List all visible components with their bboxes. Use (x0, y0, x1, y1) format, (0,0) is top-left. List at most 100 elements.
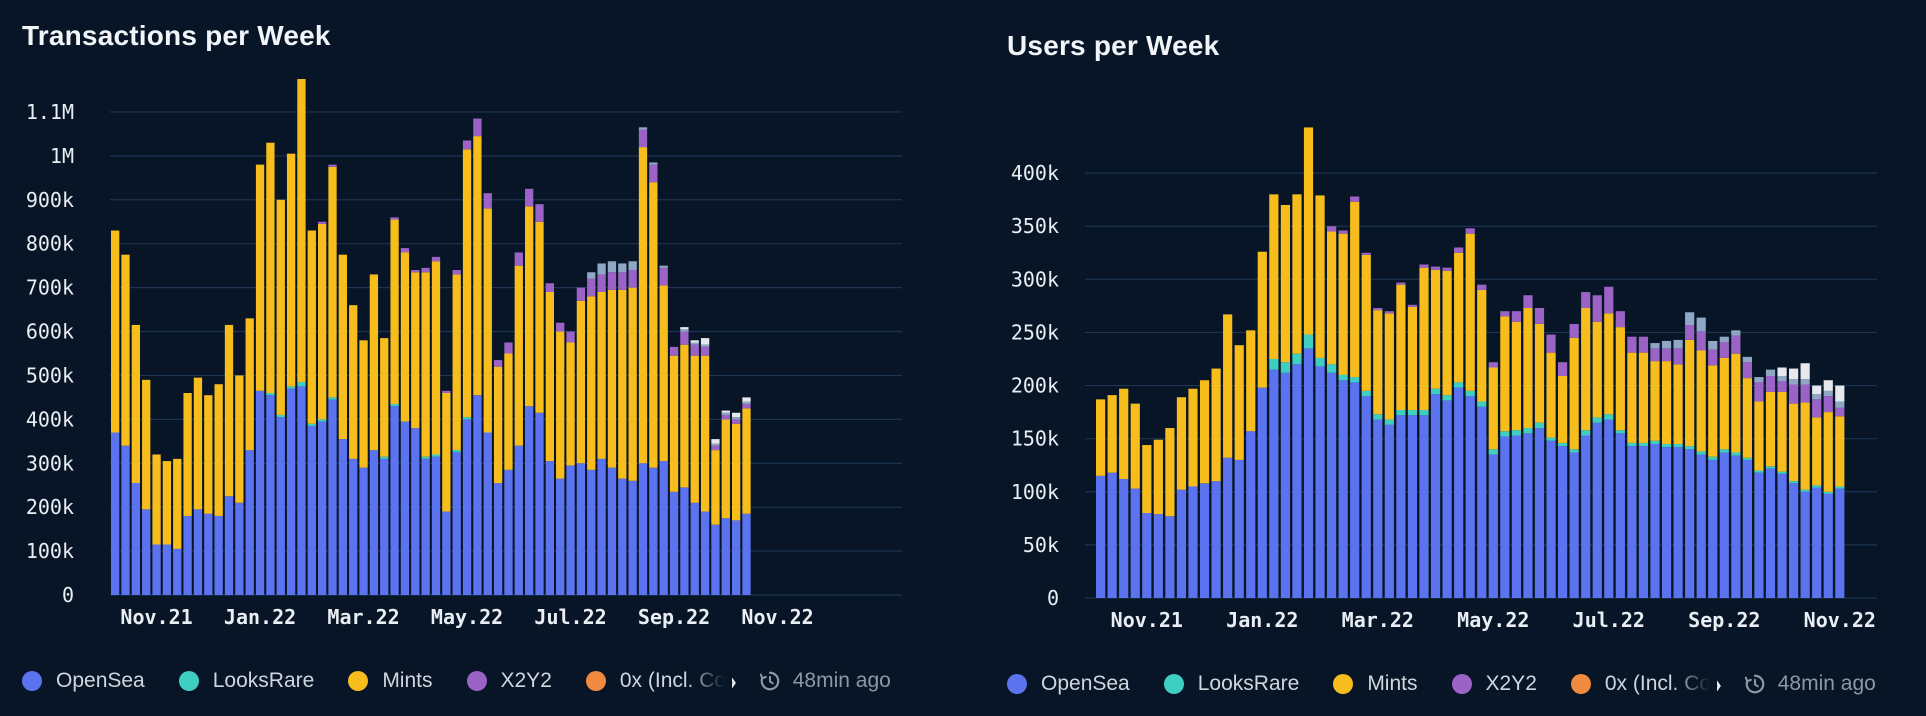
y-tick-label: 150k (1011, 427, 1059, 451)
x-tick-label: May.22 (431, 605, 503, 629)
bar-segment-x2y2 (1419, 264, 1429, 268)
bar-segment-mints (669, 355, 679, 492)
bar-segment-other (1708, 340, 1718, 350)
bar-segment-mints (1488, 367, 1498, 450)
bar-segment-mints (1361, 254, 1371, 391)
legend-item-0x[interactable]: 0x (Incl. Co (1570, 668, 1718, 706)
legend-item-opensea[interactable]: OpenSea (1007, 672, 1130, 696)
bar-segment-mints (597, 292, 606, 459)
bar-segment-x2y2 (1546, 334, 1556, 353)
legend-item-x2y2[interactable]: X2Y2 (466, 669, 552, 693)
legend-dot (1451, 674, 1472, 694)
refresh-clock-icon (1744, 674, 1765, 694)
legend-item-0x[interactable]: 0x (Incl. Co (585, 665, 733, 703)
bar-segment-mints (473, 136, 482, 396)
legend-item-looksrare[interactable]: LooksRare (1163, 672, 1299, 696)
legend-item-mints[interactable]: Mints (1333, 672, 1418, 696)
bar-segment-opensea (1615, 433, 1625, 598)
x-tick-label: Jan.22 (1226, 608, 1298, 632)
bar-segment-opensea (1534, 428, 1545, 598)
bar-segment-opensea (142, 509, 151, 595)
bar-segment-other (1731, 330, 1741, 336)
y-tick-label: 50k (1023, 533, 1059, 557)
legend-item-mints[interactable]: Mints (348, 669, 433, 693)
bar-segment-opensea (1361, 396, 1371, 598)
bar-segment-mints (1835, 416, 1845, 487)
bar-segment-mints (700, 355, 710, 512)
legend-label: X2Y2 (1485, 672, 1537, 695)
bar-segment-mints (618, 289, 627, 479)
bar-segment-other (1812, 394, 1822, 400)
bar-segment-other (618, 263, 627, 273)
bar-segment-x2y2 (473, 118, 482, 137)
bar-segment-mints (1592, 321, 1602, 418)
x-tick-label: Jan.22 (224, 605, 296, 629)
legend-dot (22, 671, 42, 691)
bar-segment-opensea (1500, 436, 1510, 598)
bar-segment-looksrare (431, 454, 441, 457)
bar-segment-other (1696, 317, 1706, 332)
y-tick-label: 100k (1011, 480, 1059, 504)
legend-item-looksrare[interactable]: LooksRare (178, 669, 315, 693)
bar-segment-opensea (1280, 372, 1290, 598)
bar-segment-mints (1442, 270, 1452, 396)
bar-segment-other (1742, 356, 1752, 363)
bar-segment-opensea (111, 432, 120, 595)
legend-label: LooksRare (212, 669, 315, 692)
bar-segment-looksrare (1327, 364, 1337, 373)
bar-segment-opensea (369, 450, 379, 595)
bar-segment-mints (1546, 352, 1556, 438)
bar-segment-mints (1269, 194, 1279, 359)
bar-segment-mints (245, 318, 254, 451)
bar-segment-other-2 (1800, 363, 1810, 380)
y-tick-label: 500k (26, 363, 74, 387)
bar-segment-other (1765, 369, 1776, 376)
chart-legend: OpenSea LooksRare Mints X2Y2 0x (Incl. C… (1007, 668, 1876, 706)
bar-segment-opensea (1696, 454, 1706, 598)
bar-segment-looksrare (421, 456, 430, 459)
bar-segment-mints (1130, 403, 1140, 489)
bar-segment-opensea (1650, 443, 1660, 598)
legend-dot (1333, 674, 1354, 694)
bar-segment-mints (318, 223, 327, 420)
bar-segment-opensea (1546, 440, 1556, 598)
bar-segment-looksrare (1361, 390, 1371, 397)
chevron-right-icon[interactable]: › (728, 665, 737, 696)
bar-segment-x2y2 (1373, 308, 1383, 311)
chevron-right-icon[interactable]: › (1713, 668, 1722, 699)
bar-segment-looksrare (1708, 456, 1718, 460)
bar-segment-x2y2 (1465, 228, 1475, 234)
bar-segment-opensea (1685, 449, 1695, 598)
legend-item-opensea[interactable]: OpenSea (22, 669, 145, 693)
y-tick-label: 1.1M (26, 100, 74, 124)
bar-segment-x2y2 (700, 346, 710, 356)
legend-item-x2y2[interactable]: X2Y2 (1451, 672, 1537, 696)
bar-segment-x2y2 (411, 270, 420, 273)
bar-segment-opensea (1454, 387, 1464, 598)
bar-segment-opensea (431, 456, 441, 595)
bar-segment-x2y2 (1327, 226, 1337, 232)
bar-segment-looksrare (1604, 414, 1614, 420)
bar-segment-opensea (421, 458, 430, 595)
bar-segment-looksrare (1800, 489, 1810, 492)
transactions-chart: 0 100k 200k 300k 400k 500k 600k 700k 800k 900k 1M 1… (26, 79, 902, 629)
bar-segment-opensea (131, 483, 140, 595)
bar-segment-mints (1246, 330, 1256, 432)
bar-segment-opensea (462, 419, 472, 595)
bar-segment-x2y2 (452, 270, 461, 275)
bar-segment-x2y2 (504, 342, 513, 354)
bar-segment-x2y2 (1569, 323, 1579, 338)
bar-segment-mints (1650, 361, 1660, 441)
bar-segment-opensea (1384, 424, 1394, 598)
bar-segment-x2y2 (1581, 292, 1591, 309)
bar-segment-looksrare (328, 397, 337, 400)
bar-segment-mints (462, 149, 472, 418)
bar-segment-looksrare (1511, 430, 1521, 436)
bar-segment-looksrare (1789, 481, 1799, 484)
bar-segment-mints (1789, 403, 1799, 482)
bar-segment-opensea (732, 520, 741, 595)
bar-segment-opensea (504, 469, 513, 595)
bar-segment-opensea (1142, 513, 1152, 598)
bar-segment-other-2 (1823, 380, 1833, 391)
bar-segment-opensea (1835, 488, 1845, 598)
